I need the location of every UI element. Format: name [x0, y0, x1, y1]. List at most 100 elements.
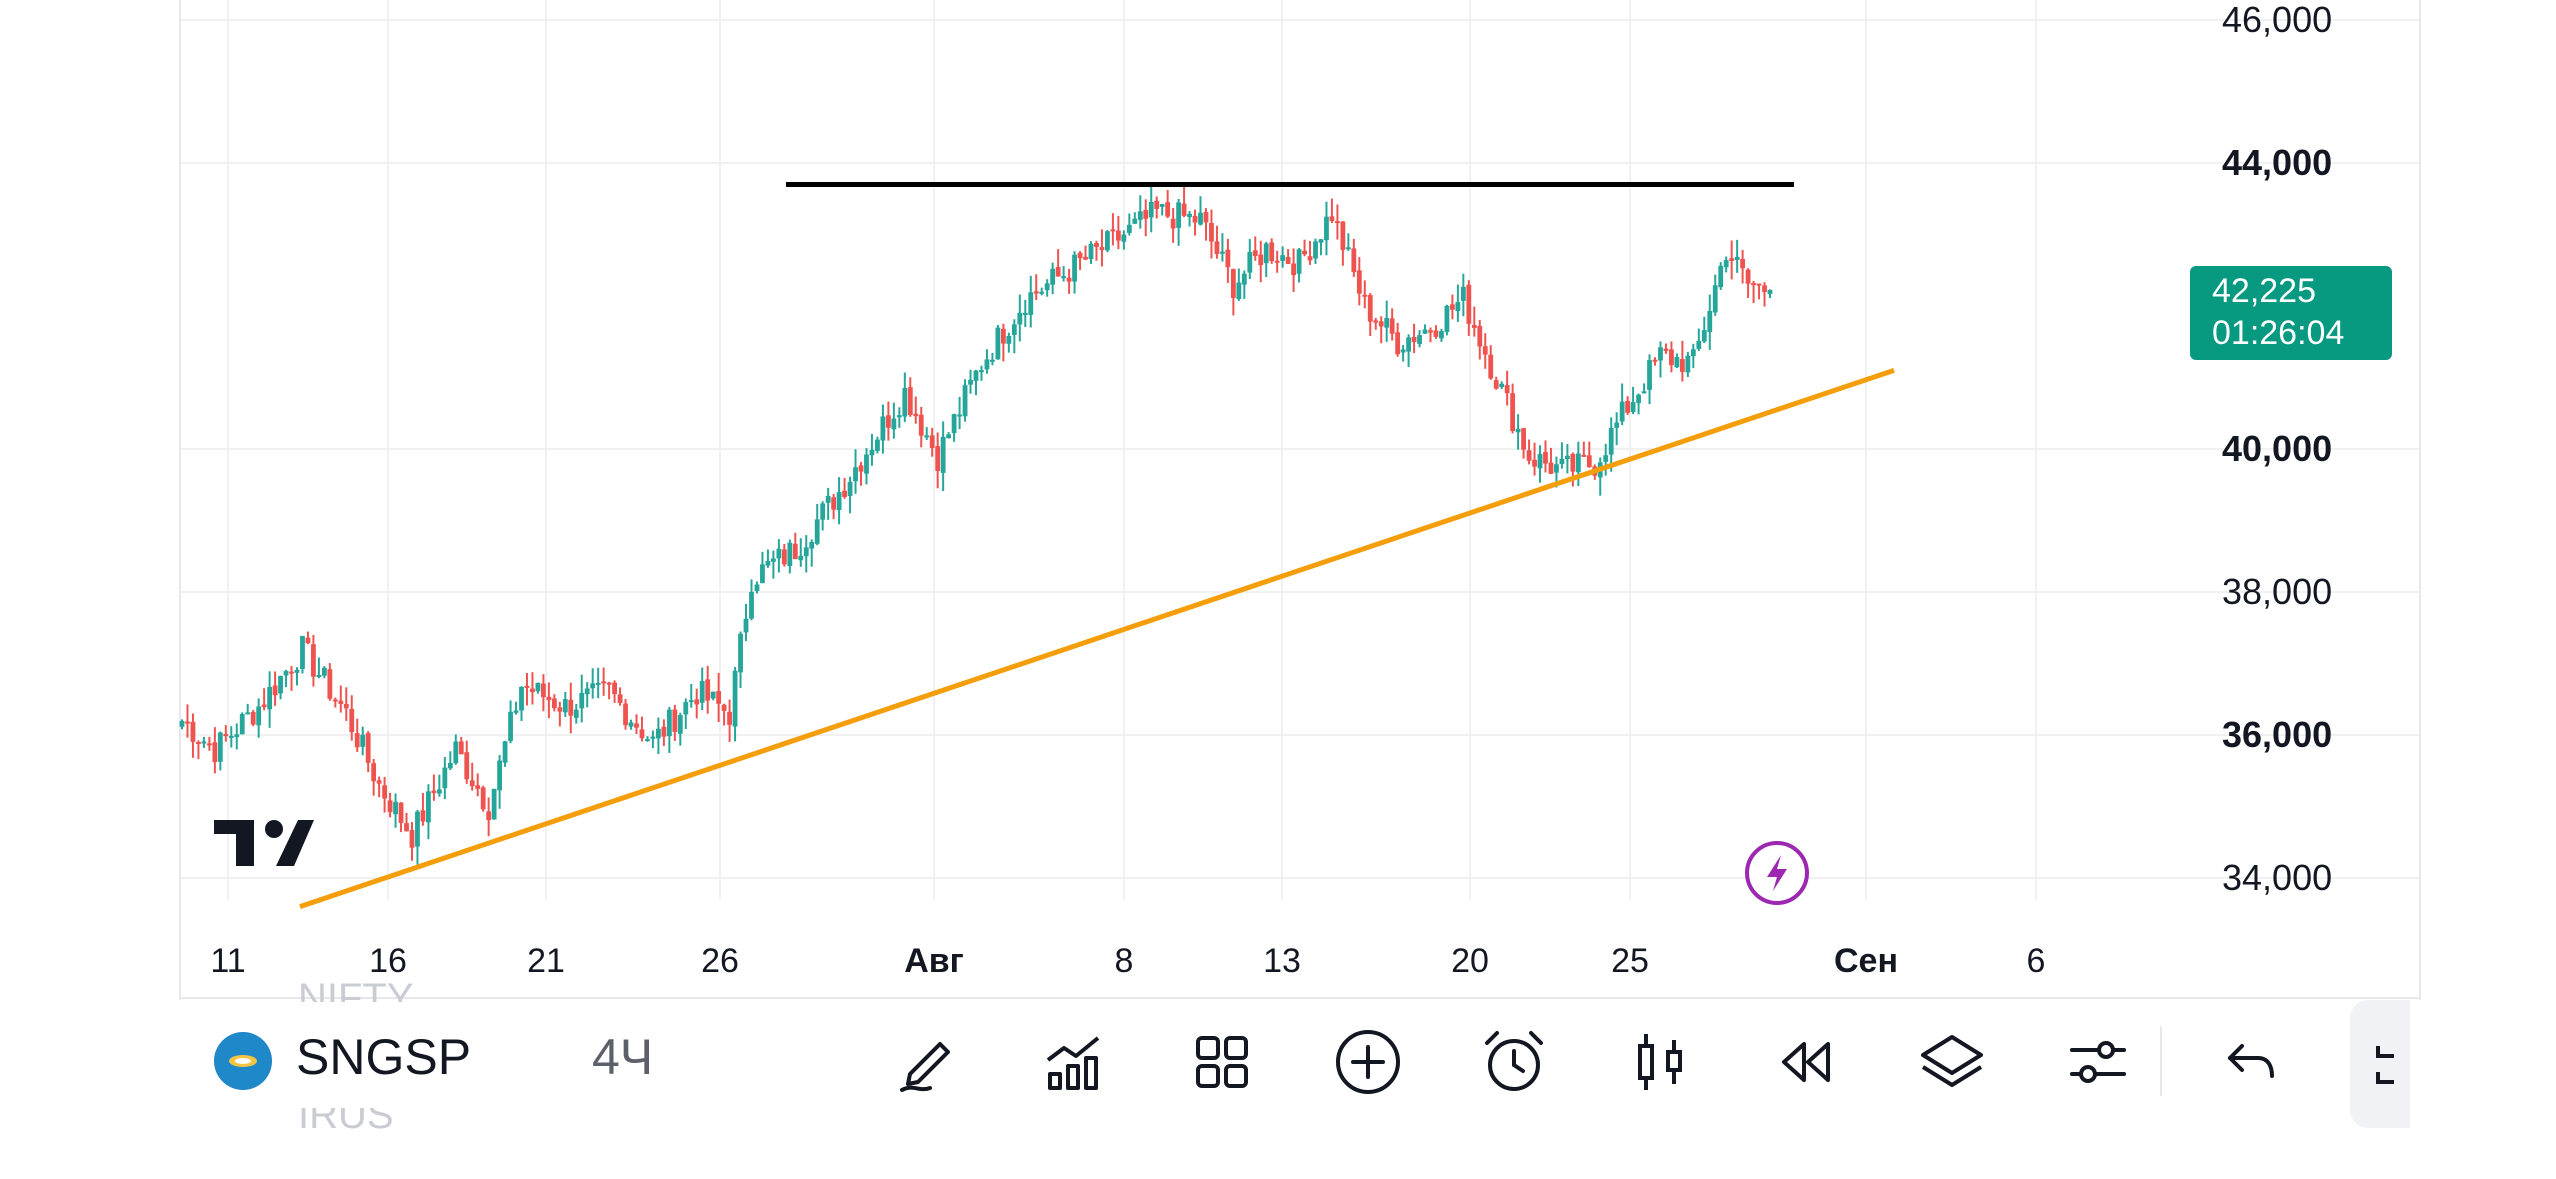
candle	[464, 740, 470, 784]
candle	[853, 449, 858, 494]
price-tick-label: 40,000	[2222, 428, 2332, 469]
undo-icon[interactable]	[2210, 1020, 2294, 1104]
candle	[1488, 345, 1494, 380]
candle	[1619, 383, 1625, 426]
candle	[1094, 240, 1099, 261]
candle	[858, 461, 864, 486]
candle	[272, 671, 278, 706]
time-tick-label: Авг	[904, 942, 964, 980]
candle	[1077, 251, 1083, 270]
replay-icon[interactable]	[1764, 1020, 1848, 1104]
candle	[1597, 457, 1603, 496]
settings-icon[interactable]	[2056, 1020, 2140, 1104]
candle	[234, 723, 240, 750]
candle	[1105, 229, 1110, 253]
candle	[1000, 323, 1006, 362]
candles-icon[interactable]	[1618, 1020, 1702, 1104]
candle	[743, 603, 749, 642]
candle	[354, 718, 360, 753]
lightning-icon[interactable]	[1745, 841, 1809, 905]
candle	[973, 369, 979, 396]
symbol-logo-icon[interactable]	[214, 1032, 272, 1090]
candle	[776, 539, 782, 573]
candle	[1685, 351, 1691, 378]
candle	[677, 712, 683, 746]
candle	[513, 701, 519, 715]
candle	[1340, 221, 1346, 266]
candle	[1581, 441, 1587, 457]
ghost-symbol-above: NIFTY	[298, 976, 414, 1002]
candle	[1313, 238, 1318, 264]
candle	[995, 324, 1001, 360]
price-tick-label: 44,000	[2222, 142, 2332, 183]
candle	[787, 539, 793, 574]
candle	[382, 776, 388, 813]
add-icon[interactable]	[1326, 1020, 1410, 1104]
time-tick-label: 21	[527, 942, 565, 980]
candle	[1285, 249, 1291, 265]
candle	[1499, 381, 1505, 390]
candle	[1044, 279, 1050, 297]
candle	[294, 667, 300, 686]
candle	[623, 698, 628, 730]
candle	[1220, 233, 1225, 262]
candle	[968, 369, 973, 394]
candle	[579, 674, 585, 723]
price-tick-label: 46,000	[2222, 0, 2332, 40]
candle	[1636, 393, 1641, 415]
candle	[831, 493, 837, 520]
candle	[798, 538, 804, 567]
candle	[656, 717, 661, 754]
price-axis[interactable]: 46,000 44,000 40,000 38,000 36,000 34,000	[2222, 0, 2332, 898]
indicators-icon[interactable]	[1032, 1020, 1116, 1104]
time-axis[interactable]: 11 16 21 26 Авг 8 13 20 25 Сен 6	[210, 942, 2045, 980]
draw-icon[interactable]	[886, 1020, 970, 1104]
candle	[639, 716, 645, 742]
interval-button[interactable]: 4Ч	[592, 1029, 654, 1085]
candle	[1439, 328, 1444, 342]
candle	[206, 736, 212, 751]
candle	[814, 504, 820, 546]
candle	[1296, 248, 1302, 283]
trend-line[interactable]	[299, 367, 1895, 909]
candle	[918, 406, 924, 448]
candle	[951, 413, 957, 442]
candle	[546, 682, 552, 719]
candle	[217, 731, 223, 771]
time-tick-label: 26	[701, 942, 739, 980]
candle	[1291, 248, 1296, 292]
candle	[201, 736, 207, 748]
candle	[508, 700, 513, 744]
toolbar-divider	[2160, 1026, 2162, 1096]
candle	[1707, 294, 1713, 350]
layouts-icon[interactable]	[1180, 1020, 1264, 1104]
candle	[250, 710, 256, 727]
candle	[497, 755, 502, 809]
candle	[907, 377, 913, 417]
candle	[792, 532, 798, 560]
candle	[1187, 210, 1192, 227]
bottom-toolbar: NIFTY SNGSP 4Ч IRUS	[180, 976, 2410, 1132]
candle	[431, 774, 437, 801]
more-tools-button[interactable]	[2350, 1000, 2410, 1128]
alert-icon[interactable]	[1472, 1020, 1556, 1104]
candle	[929, 427, 935, 457]
candle	[1198, 196, 1203, 226]
candles-layer	[179, 185, 1773, 865]
candle	[1050, 262, 1056, 295]
candle	[1307, 240, 1313, 265]
symbol-name[interactable]: SNGSP	[296, 1029, 472, 1085]
drawings-layer	[299, 181, 1895, 909]
candle	[568, 682, 574, 734]
candle	[1466, 280, 1472, 336]
candle	[809, 539, 815, 567]
tradingview-logo	[214, 820, 314, 866]
candle	[1247, 239, 1253, 280]
candle	[376, 776, 382, 798]
price-tick-label: 34,000	[2222, 857, 2332, 898]
candle	[190, 713, 196, 758]
candle	[387, 792, 393, 818]
candle	[946, 432, 952, 439]
layers-icon[interactable]	[1910, 1020, 1994, 1104]
